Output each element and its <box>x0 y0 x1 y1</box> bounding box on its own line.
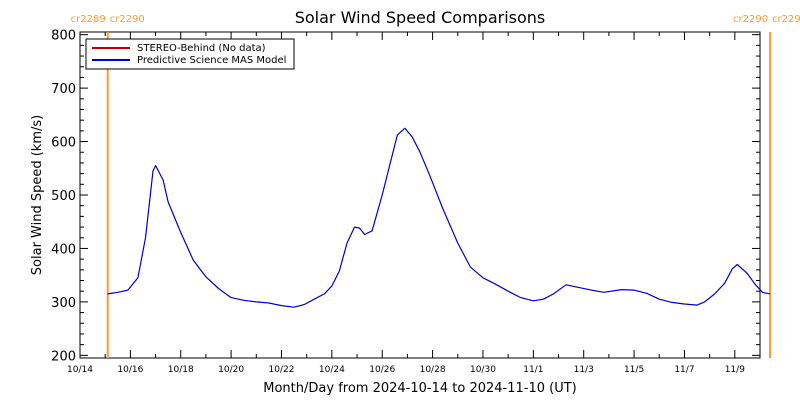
y-axis-label: Solar Wind Speed (km/s) <box>30 115 45 275</box>
y-tick-label: 500 <box>51 189 76 204</box>
x-tick-label: 10/30 <box>470 365 496 375</box>
x-tick-label: 11/3 <box>574 365 594 375</box>
carrington-label: cr2289 <box>71 14 106 25</box>
x-axis-label: Month/Day from 2024-10-14 to 2024-11-10 … <box>263 381 576 396</box>
carrington-label: cr2290 <box>733 14 768 25</box>
legend-label-stereo: STEREO-Behind (No data) <box>137 43 266 54</box>
y-tick-label: 600 <box>51 136 76 151</box>
carrington-label: cr2290 <box>110 14 145 25</box>
x-tick-label: 11/9 <box>725 365 745 375</box>
y-tick-label: 800 <box>51 29 76 44</box>
x-tick-label: 11/7 <box>674 365 694 375</box>
x-tick-label: 10/14 <box>67 365 93 375</box>
x-tick-label: 10/18 <box>168 365 194 375</box>
y-tick-label: 300 <box>51 296 76 311</box>
chart-title: Solar Wind Speed Comparisons <box>295 8 546 27</box>
x-tick-label: 10/26 <box>369 365 395 375</box>
x-tick-label: 11/5 <box>624 365 644 375</box>
y-tick-label: 200 <box>51 349 76 364</box>
plot-frame <box>79 31 761 359</box>
series-line-1 <box>107 127 771 308</box>
x-tick-label: 10/28 <box>420 365 446 375</box>
x-tick-label: 10/16 <box>117 365 143 375</box>
x-tick-label: 10/24 <box>319 365 345 375</box>
x-tick-label: 10/20 <box>218 365 244 375</box>
x-tick-label: 10/22 <box>269 365 295 375</box>
legend: STEREO-Behind (No data) Predictive Scien… <box>85 38 295 70</box>
legend-label-mas: Predictive Science MAS Model <box>137 55 286 66</box>
x-tick-label: 11/1 <box>523 365 543 375</box>
y-tick-label: 400 <box>51 242 76 257</box>
carrington-label: cr2291 <box>772 14 800 25</box>
y-tick-label: 700 <box>51 82 76 97</box>
legend-box <box>85 38 295 70</box>
